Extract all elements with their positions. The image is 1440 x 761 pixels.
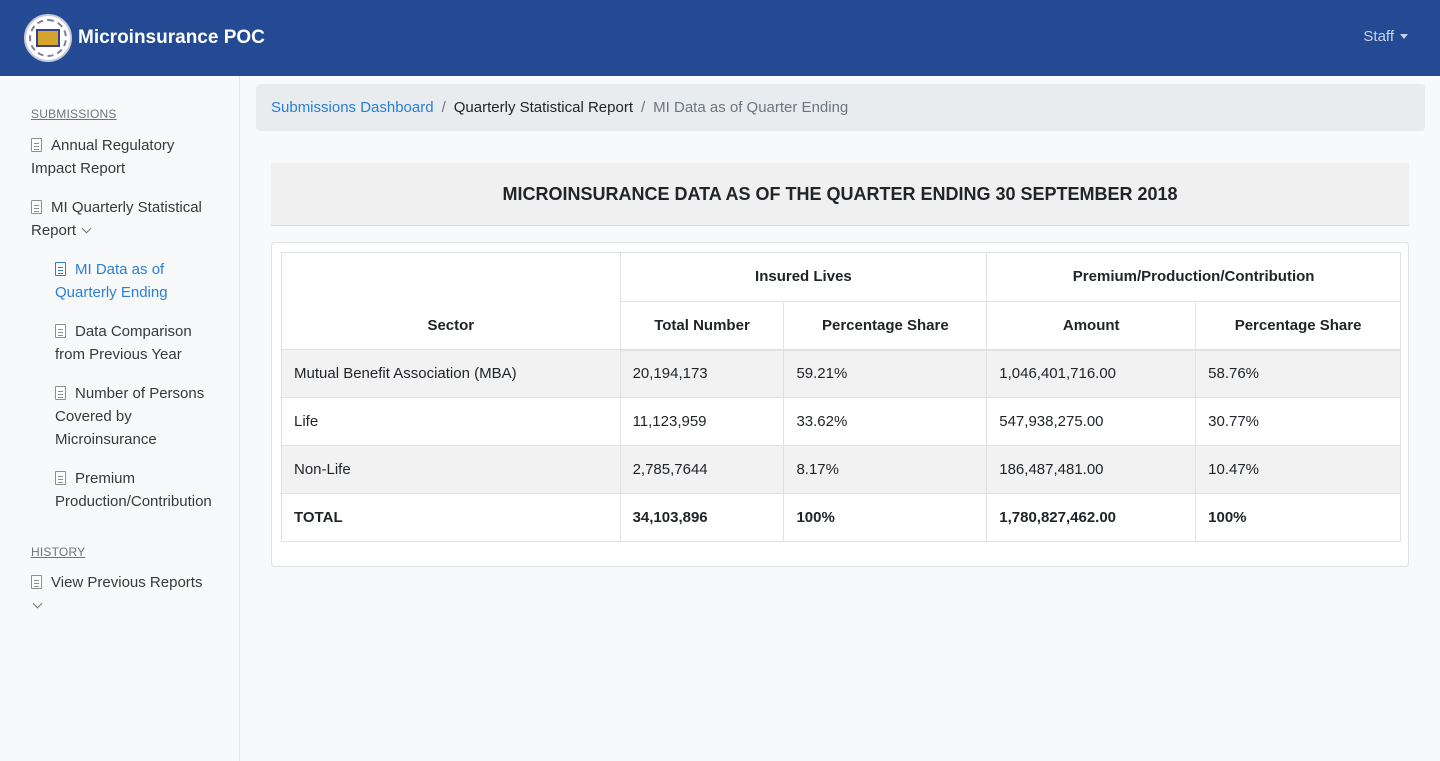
cell-lives-share: 8.17% bbox=[783, 445, 988, 494]
microinsurance-data-table: Sector Insured Lives Premium/Production/… bbox=[281, 252, 1401, 542]
breadcrumb-submissions-dashboard[interactable]: Submissions Dashboard bbox=[271, 99, 434, 116]
cell-lives-share: 100% bbox=[783, 493, 988, 542]
chevron-down-icon[interactable] bbox=[81, 223, 92, 234]
header-total-number: Total Number bbox=[619, 300, 785, 351]
document-icon bbox=[31, 575, 42, 589]
cell-sector: Mutual Benefit Association (MBA) bbox=[281, 349, 621, 398]
cell-total-number: 11,123,959 bbox=[619, 397, 785, 446]
header-sector: Sector bbox=[281, 252, 621, 350]
user-menu-dropdown[interactable]: Staff bbox=[1363, 28, 1408, 45]
sidebar-item-label: MI Data as of bbox=[75, 261, 165, 278]
cell-amount: 1,046,401,716.00 bbox=[986, 349, 1197, 398]
report-title-header: MICROINSURANCE DATA AS OF THE QUARTER EN… bbox=[271, 163, 1409, 226]
sidebar-item-label: View Previous Reports bbox=[51, 574, 203, 591]
logo-icon bbox=[24, 14, 72, 62]
sidebar-item-label: MI Quarterly Statistical bbox=[51, 199, 202, 216]
cell-premium-share: 30.77% bbox=[1195, 397, 1401, 446]
sidebar-item-label-line2: Quarterly Ending bbox=[55, 284, 168, 301]
sidebar-item-label-line2: Production/Contribution bbox=[55, 493, 212, 510]
caret-down-icon bbox=[1400, 34, 1408, 39]
sidebar-item-label: Annual Regulatory bbox=[51, 137, 175, 154]
cell-sector: Non-Life bbox=[281, 445, 621, 494]
cell-sector: TOTAL bbox=[281, 493, 621, 542]
sidebar-item-annual-regulatory-impact-report[interactable]: Annual Regulatory Impact Report bbox=[31, 134, 174, 180]
submissions-heading: SUBMISSIONS bbox=[31, 107, 117, 121]
breadcrumb-separator: / bbox=[641, 99, 646, 116]
sidebar-item-mi-quarterly-statistical-report[interactable]: MI Quarterly Statistical Report bbox=[31, 196, 202, 242]
table-row: Non-Life 2,785,7644 8.17% 186,487,481.00… bbox=[281, 445, 1401, 494]
table-row: Life 11,123,959 33.62% 547,938,275.00 30… bbox=[281, 397, 1401, 446]
sidebar-item-label-line2: from Previous Year bbox=[55, 346, 182, 363]
document-icon bbox=[55, 471, 66, 485]
sidebar-item-data-comparison[interactable]: Data Comparison from Previous Year bbox=[55, 320, 192, 366]
sidebar-item-label: Data Comparison bbox=[75, 323, 192, 340]
cell-total-number: 2,785,7644 bbox=[619, 445, 785, 494]
document-icon bbox=[55, 386, 66, 400]
cell-amount: 186,487,481.00 bbox=[986, 445, 1197, 494]
sidebar: SUBMISSIONS Annual Regulatory Impact Rep… bbox=[0, 76, 240, 761]
cell-lives-share: 33.62% bbox=[783, 397, 988, 446]
document-icon bbox=[31, 138, 42, 152]
cell-premium-share: 58.76% bbox=[1195, 349, 1401, 398]
sidebar-item-mi-data-quarterly-ending[interactable]: MI Data as of Quarterly Ending bbox=[55, 258, 168, 304]
sidebar-item-label-line2: Covered by bbox=[55, 408, 132, 425]
history-heading: HISTORY bbox=[31, 545, 86, 559]
brand[interactable]: Microinsurance POC bbox=[24, 14, 265, 62]
sidebar-item-number-of-persons-covered[interactable]: Number of Persons Covered by Microinsura… bbox=[55, 382, 204, 451]
sidebar-item-label-line3: Microinsurance bbox=[55, 431, 157, 448]
cell-lives-share: 59.21% bbox=[783, 349, 988, 398]
document-icon bbox=[55, 324, 66, 338]
sidebar-item-label-line2: Report bbox=[31, 222, 77, 239]
cell-amount: 547,938,275.00 bbox=[986, 397, 1197, 446]
cell-sector: Life bbox=[281, 397, 621, 446]
table-row-total: TOTAL 34,103,896 100% 1,780,827,462.00 1… bbox=[281, 493, 1401, 542]
sidebar-item-view-previous-reports[interactable]: View Previous Reports bbox=[31, 571, 202, 617]
breadcrumb-current: MI Data as of Quarter Ending bbox=[653, 99, 849, 116]
cell-total-number: 34,103,896 bbox=[619, 493, 785, 542]
document-icon bbox=[55, 262, 66, 276]
table-row: Mutual Benefit Association (MBA) 20,194,… bbox=[281, 349, 1401, 398]
sidebar-item-label: Number of Persons bbox=[75, 385, 205, 402]
app-title[interactable]: Microinsurance POC bbox=[78, 27, 265, 48]
cell-total-number: 20,194,173 bbox=[619, 349, 785, 398]
cell-premium-share: 100% bbox=[1195, 493, 1401, 542]
breadcrumb-quarterly-statistical-report[interactable]: Quarterly Statistical Report bbox=[453, 99, 633, 116]
sidebar-item-label-line2: Impact Report bbox=[31, 160, 126, 177]
header-amount: Amount bbox=[986, 300, 1197, 351]
header-premium-production-contribution: Premium/Production/Contribution bbox=[986, 252, 1401, 302]
report-title: MICROINSURANCE DATA AS OF THE QUARTER EN… bbox=[502, 183, 1178, 204]
chevron-down-icon[interactable] bbox=[32, 598, 43, 609]
header-percentage-share-lives: Percentage Share bbox=[783, 300, 988, 351]
top-navbar: Microinsurance POC Staff bbox=[0, 0, 1440, 76]
breadcrumb: Submissions Dashboard / Quarterly Statis… bbox=[256, 84, 1425, 131]
breadcrumb-separator: / bbox=[441, 99, 446, 116]
header-percentage-share-premium: Percentage Share bbox=[1195, 300, 1401, 351]
sidebar-item-premium-production-contribution[interactable]: Premium Production/Contribution bbox=[55, 467, 212, 513]
sidebar-item-label: Premium bbox=[75, 470, 136, 487]
user-menu-label: Staff bbox=[1363, 28, 1394, 45]
header-insured-lives: Insured Lives bbox=[619, 252, 988, 302]
cell-amount: 1,780,827,462.00 bbox=[986, 493, 1197, 542]
data-table-card: Sector Insured Lives Premium/Production/… bbox=[271, 242, 1409, 567]
cell-premium-share: 10.47% bbox=[1195, 445, 1401, 494]
document-icon bbox=[31, 200, 42, 214]
